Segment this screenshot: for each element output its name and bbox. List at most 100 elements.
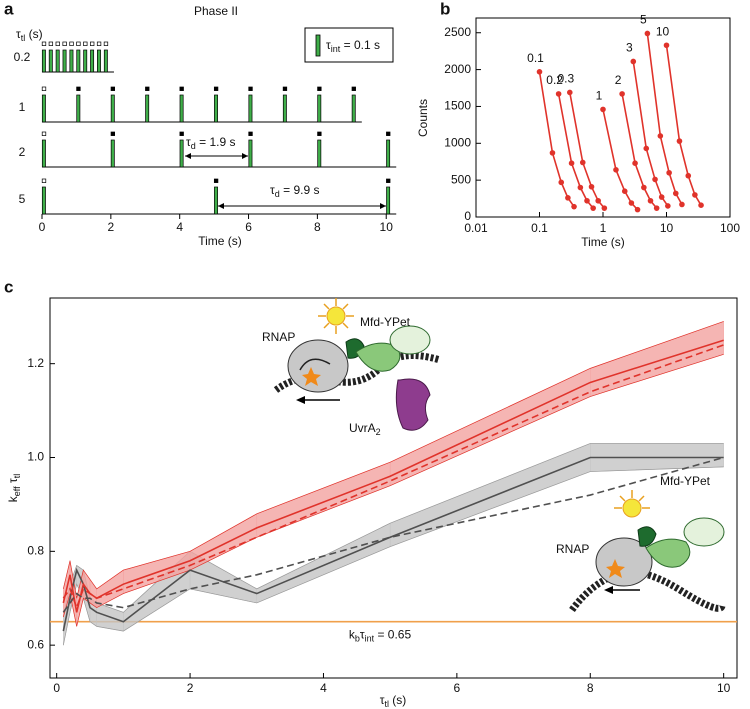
row-label: 5 xyxy=(19,192,26,206)
pulse xyxy=(41,186,46,215)
subscript: tl xyxy=(384,699,389,709)
data-point xyxy=(632,160,638,166)
frame-marker xyxy=(179,131,184,136)
plot-frame xyxy=(49,297,738,679)
data-point xyxy=(577,184,584,191)
panel-letter: c xyxy=(4,277,13,296)
pulse xyxy=(83,49,88,73)
data-point xyxy=(600,106,606,113)
pulse xyxy=(179,94,184,123)
data-point xyxy=(666,169,672,176)
pulse xyxy=(145,94,150,123)
pulse xyxy=(386,139,391,168)
x-tick-label: 10 xyxy=(717,681,731,695)
pulse xyxy=(41,94,46,123)
row-label: 0.2 xyxy=(14,50,31,64)
frame-marker xyxy=(386,178,391,183)
text-part: τ xyxy=(16,27,21,41)
frame-marker xyxy=(76,86,81,91)
text-part: τ xyxy=(360,628,365,642)
legend-swatch xyxy=(315,34,321,57)
subscript: 2 xyxy=(376,427,381,437)
subscript: eff xyxy=(12,486,22,496)
illustration-label: Mfd-YPet xyxy=(660,474,711,488)
pulse xyxy=(97,49,101,73)
panel-letter: a xyxy=(4,0,14,18)
curve-label: 0.2 xyxy=(546,73,563,87)
x-tick-label: 2 xyxy=(187,681,194,695)
text-part: k xyxy=(349,628,356,642)
x-tick-label: 0 xyxy=(53,681,60,695)
data-point xyxy=(590,205,596,211)
frame-marker xyxy=(83,41,88,46)
subscript: d xyxy=(275,189,280,199)
data-point xyxy=(630,58,637,65)
data-point xyxy=(658,194,665,200)
data-point xyxy=(665,203,671,209)
text-part: τ xyxy=(186,135,191,149)
frame-marker xyxy=(90,41,95,46)
frame-marker xyxy=(41,178,47,183)
frame-marker xyxy=(41,131,47,136)
band-edge xyxy=(62,466,724,646)
text-part: k xyxy=(6,495,20,502)
text-part: = 9.9 s xyxy=(280,183,320,197)
y-tick-label: 1.0 xyxy=(27,450,44,464)
subscript: tl xyxy=(21,33,26,43)
x-tick-label: 4 xyxy=(176,220,183,234)
x-tick-label: 6 xyxy=(245,220,252,234)
y-axis-label: Counts xyxy=(416,99,430,137)
curve-label: 10 xyxy=(656,24,670,38)
frame-marker xyxy=(213,86,219,91)
pulse xyxy=(76,49,81,73)
illustration-label: Mfd-YPet xyxy=(360,315,411,329)
pulse xyxy=(351,94,356,123)
text-part: (s) xyxy=(25,27,42,41)
illustration-label: RNAP xyxy=(262,330,295,344)
band-edge xyxy=(62,321,724,599)
pulse xyxy=(41,49,46,73)
frame-marker xyxy=(55,41,60,46)
pulse xyxy=(55,49,60,73)
y-tick-label: 1.2 xyxy=(27,356,44,370)
y-tick-label: 0.8 xyxy=(27,544,44,558)
x-axis-label: τtl (s) xyxy=(380,693,407,709)
data-point xyxy=(536,69,543,75)
text-part: τ xyxy=(270,183,275,197)
frame-marker xyxy=(41,86,47,91)
x-tick-label: 10 xyxy=(660,221,674,235)
text-part: (s) xyxy=(389,693,406,707)
x-tick-label: 100 xyxy=(720,221,740,235)
illustration-label: UvrA2 xyxy=(349,421,381,437)
pulse xyxy=(214,94,218,123)
x-axis-label: Time (s) xyxy=(581,235,625,249)
y-tick-label: 0.6 xyxy=(27,637,44,651)
data-point xyxy=(641,184,647,191)
curve-label: 3 xyxy=(626,41,633,55)
decay-curve xyxy=(632,61,669,207)
data-point xyxy=(613,167,619,173)
data-point xyxy=(566,89,573,96)
pulse xyxy=(41,139,46,168)
text-part: τ xyxy=(326,38,331,52)
pulse xyxy=(110,139,115,168)
pulse xyxy=(317,94,322,123)
data-point xyxy=(621,188,628,195)
frame-marker xyxy=(41,41,47,46)
frame-marker xyxy=(145,86,150,91)
pulse xyxy=(90,49,95,73)
x-tick-label: 1 xyxy=(600,221,607,235)
pulse xyxy=(214,186,218,215)
data-point xyxy=(555,91,562,97)
pulse xyxy=(103,49,108,73)
data-point xyxy=(579,159,586,166)
frame-marker xyxy=(317,86,322,91)
curve-label: 2 xyxy=(615,73,622,87)
decay-curve xyxy=(557,93,594,209)
x-tick-label: 2 xyxy=(108,220,115,234)
y-tick-label: 2000 xyxy=(444,62,471,76)
x-tick-label: 0 xyxy=(39,220,46,234)
curve-label: 0.3 xyxy=(557,72,574,86)
duration-arrow xyxy=(185,153,248,159)
